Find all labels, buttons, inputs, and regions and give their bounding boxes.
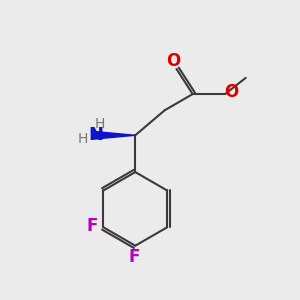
Polygon shape xyxy=(94,131,135,139)
Text: N: N xyxy=(88,126,103,144)
Text: F: F xyxy=(128,248,140,266)
Text: H: H xyxy=(94,117,104,131)
Text: F: F xyxy=(86,217,98,235)
Text: H: H xyxy=(78,132,88,146)
Text: O: O xyxy=(167,52,181,70)
Text: O: O xyxy=(224,83,239,101)
